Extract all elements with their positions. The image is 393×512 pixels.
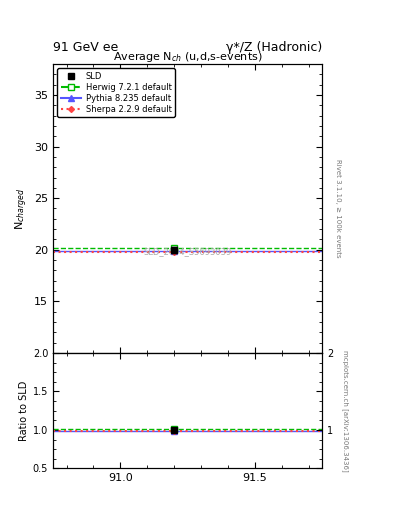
Y-axis label: Rivet 3.1.10, ≥ 100k events: Rivet 3.1.10, ≥ 100k events [336,159,342,258]
Text: 91 GeV ee: 91 GeV ee [53,41,118,54]
Text: γ*/Z (Hadronic): γ*/Z (Hadronic) [226,41,322,54]
Legend: SLD, Herwig 7.2.1 default, Pythia 8.235 default, Sherpa 2.2.9 default: SLD, Herwig 7.2.1 default, Pythia 8.235 … [57,68,175,117]
Y-axis label: mcplots.cern.ch [arXiv:1306.3436]: mcplots.cern.ch [arXiv:1306.3436] [342,350,349,472]
Y-axis label: N$_{charged}$: N$_{charged}$ [13,187,30,229]
Title: Average N$_{ch}$ (u,d,s-events): Average N$_{ch}$ (u,d,s-events) [113,50,263,64]
Text: SLD_2004_S5693039: SLD_2004_S5693039 [143,247,232,257]
Y-axis label: Ratio to SLD: Ratio to SLD [18,380,29,441]
